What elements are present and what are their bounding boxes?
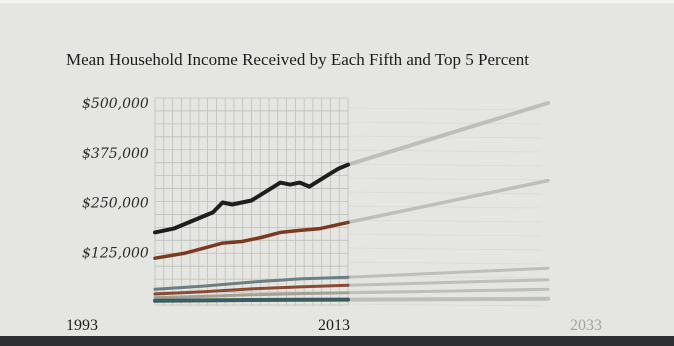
projection-gridline	[347, 121, 541, 125]
y-tick-label: $250,000	[82, 196, 149, 212]
projection-gridline	[347, 163, 541, 167]
projection-gridline	[347, 205, 541, 209]
projection-segment	[346, 101, 550, 167]
projection-gridline	[347, 107, 541, 111]
x-tick-label: 2033	[570, 317, 602, 334]
historical-segment	[153, 297, 350, 303]
y-tick-label: $500,000	[82, 96, 149, 112]
projection-gridline	[347, 149, 541, 153]
projection-gridline	[347, 247, 541, 251]
projection-segment	[346, 296, 550, 302]
historical-segment	[153, 162, 350, 235]
bottom-bar	[0, 336, 674, 346]
y-tick-label: $125,000	[82, 245, 149, 261]
projection-segment	[346, 178, 550, 225]
projection-segment	[346, 287, 550, 295]
projection-gridline	[347, 261, 541, 265]
projection-segment	[346, 278, 550, 287]
series-line	[153, 178, 550, 260]
projection-gridline	[347, 219, 541, 223]
series-line	[153, 296, 550, 303]
grid	[154, 97, 349, 306]
series-line	[153, 278, 550, 296]
x-tick-label: 2013	[318, 317, 350, 334]
x-tick-label: 1993	[66, 317, 98, 334]
series-line	[153, 266, 550, 291]
series-line	[153, 101, 550, 235]
projection-gridline	[347, 233, 541, 237]
y-tick-label: $375,000	[82, 146, 149, 162]
chart-title: Mean Household Income Received by Each F…	[66, 50, 530, 69]
projection-gridline	[347, 303, 541, 307]
historical-segment	[153, 283, 350, 296]
projection-gridline	[347, 191, 541, 195]
projection-grid	[347, 107, 541, 307]
projection-segment	[346, 266, 550, 279]
top-border	[0, 0, 674, 3]
historical-segment	[153, 291, 350, 300]
historical-segment	[153, 220, 350, 260]
projection-gridline	[347, 177, 541, 181]
historical-segment	[153, 275, 350, 291]
series-line	[153, 287, 550, 300]
